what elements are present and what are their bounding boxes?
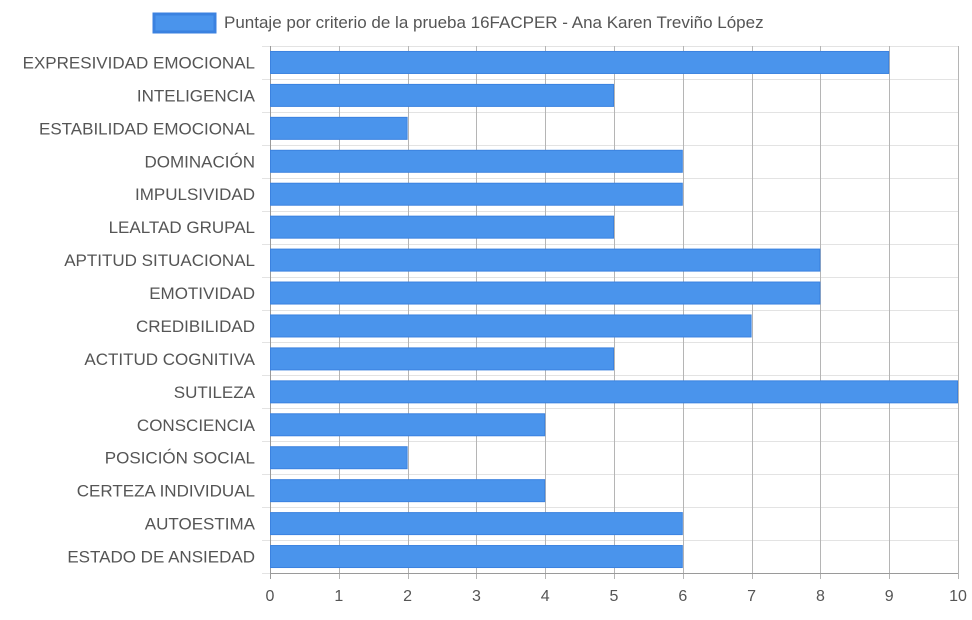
bar[interactable] [270,413,546,437]
bar[interactable] [270,446,408,470]
bar[interactable] [270,380,958,404]
legend[interactable]: Puntaje por criterio de la prueba 16FACP… [152,12,764,34]
bar[interactable] [270,347,614,371]
bars [270,50,958,569]
category-label: DOMINACIÓN [145,152,256,171]
x-tick-label: 0 [266,588,275,605]
category-label: SUTILEZA [174,383,256,402]
bar[interactable] [270,83,614,107]
category-label: INTELIGENCIA [137,86,256,105]
category-label: IMPULSIVIDAD [135,185,255,204]
category-label: AUTOESTIMA [145,515,256,534]
x-tick-label: 7 [747,588,756,605]
bar[interactable] [270,116,408,140]
category-label: APTITUD SITUACIONAL [64,251,255,270]
bar[interactable] [270,281,821,305]
bar[interactable] [270,215,614,239]
bar[interactable] [270,545,683,569]
bar[interactable] [270,248,821,272]
category-label: EXPRESIVIDAD EMOCIONAL [23,53,255,72]
category-label: EMOTIVIDAD [149,284,255,303]
bar[interactable] [270,314,752,338]
x-tick-label: 8 [816,588,825,605]
bar[interactable] [270,479,546,503]
x-tick-label: 1 [334,588,343,605]
category-labels: EXPRESIVIDAD EMOCIONAL INTELIGENCIA ESTABI… [23,53,256,566]
category-label: CERTEZA INDIVIDUAL [77,482,255,501]
legend-swatch [152,12,217,34]
x-tick-label: 5 [610,588,619,605]
x-tick-label: 4 [541,588,550,605]
bar[interactable] [270,149,683,173]
legend-label: Puntaje por criterio de la prueba 16FACP… [224,13,764,32]
x-tick-label: 6 [678,588,687,605]
x-tick-label: 2 [403,588,412,605]
category-label: CREDIBILIDAD [136,317,255,336]
bar[interactable] [270,182,683,206]
category-label: LEALTAD GRUPAL [109,218,255,237]
x-axis-ticks: 0 1 2 3 4 5 6 7 8 9 10 [266,588,967,605]
category-label: CONSCIENCIA [137,416,256,435]
category-label: ESTABILIDAD EMOCIONAL [39,119,255,138]
x-tick-label: 10 [949,588,967,605]
category-label: ACTITUD COGNITIVA [84,350,255,369]
x-tick-label: 3 [472,588,481,605]
bar[interactable] [270,50,890,74]
category-label: ESTADO DE ANSIEDAD [67,548,255,567]
x-tick-label: 9 [885,588,894,605]
category-label: POSICIÓN SOCIAL [105,449,255,468]
grid [262,46,959,579]
bar[interactable] [270,512,683,536]
